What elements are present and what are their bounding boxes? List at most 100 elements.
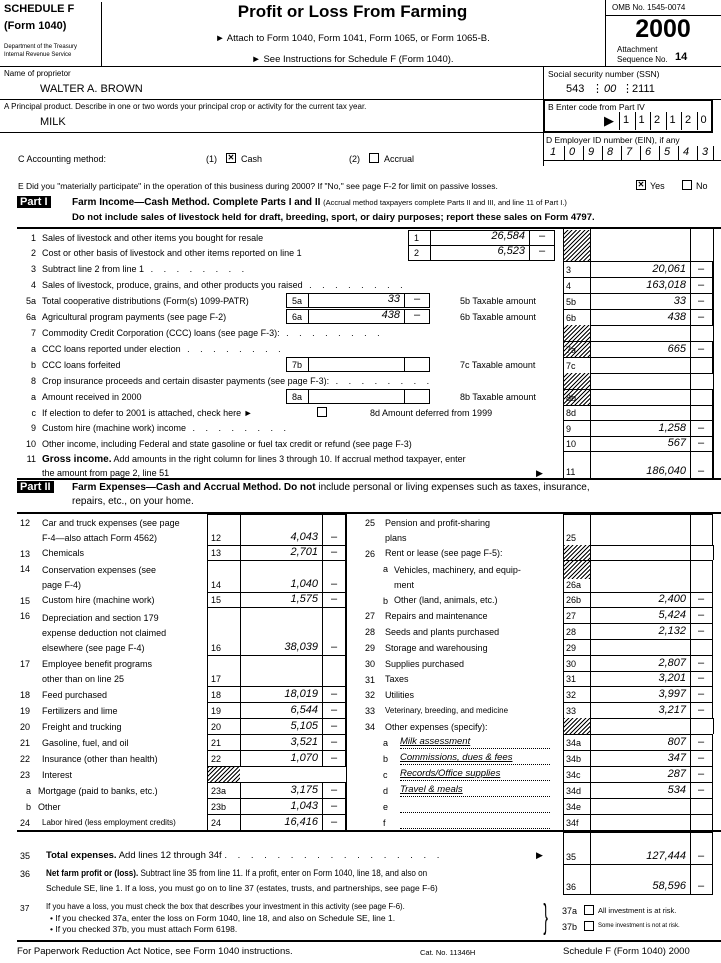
code-digit[interactable]: 2 [685,114,692,126]
amount-field-34d[interactable]: 534 [667,784,686,796]
cents-field[interactable]: – [330,688,338,700]
ein-digit[interactable]: 3 [702,146,709,158]
code-digit[interactable]: 1 [623,114,630,126]
at-risk-some-checkbox[interactable] [584,921,594,931]
cents-field[interactable]: – [697,295,705,307]
code-digit[interactable]: 2 [654,114,661,126]
amount-field-35[interactable]: 127,444 [646,850,686,862]
ssn-part-1[interactable]: 543 [566,83,585,95]
cents-field[interactable]: – [697,850,705,862]
cents-field[interactable]: – [697,343,705,355]
amount-field-21[interactable]: 3,521 [290,736,318,748]
cents-field[interactable]: – [330,752,338,764]
amount-field-32[interactable]: 3,997 [658,688,686,700]
amount-field-26b[interactable]: 2,400 [658,593,686,605]
other-expense-field[interactable] [400,816,550,829]
box-cents-field[interactable]: – [538,230,546,242]
cents-field[interactable]: – [697,593,705,605]
other-expense-field[interactable]: Milk assessment [400,736,550,749]
ein-digit[interactable]: 6 [645,146,652,158]
amount-field-10[interactable]: 567 [667,437,686,449]
amount-field-22[interactable]: 1,070 [290,752,318,764]
amount-field-23a[interactable]: 3,175 [290,784,318,796]
participate-yes-checkbox[interactable]: ✕ [636,180,646,190]
amount-field-6b[interactable]: 438 [667,311,686,323]
amount-field-28[interactable]: 2,132 [658,625,686,637]
amount-field-23b[interactable]: 1,043 [290,800,318,812]
cents-field[interactable]: – [697,263,705,275]
participate-no-checkbox[interactable] [682,180,692,190]
cents-field[interactable]: – [330,800,338,812]
ein-digit[interactable]: 5 [664,146,671,158]
amount-field-16[interactable]: 38,039 [284,641,318,653]
amount-field-11[interactable]: 186,040 [646,465,686,477]
ein-digit[interactable]: 7 [626,146,633,158]
ein-digit[interactable]: 4 [683,146,690,158]
ein-digit[interactable]: 1 [550,146,557,158]
other-expense-field[interactable]: Records/Office supplies [400,768,550,781]
cents-field[interactable]: – [330,641,338,653]
amount-field-12[interactable]: 4,043 [290,531,318,543]
ein-digit[interactable]: 0 [569,146,576,158]
amount-field-3[interactable]: 20,061 [652,263,686,275]
amount-field-33[interactable]: 3,217 [658,704,686,716]
amount-field-34a[interactable]: 807 [667,736,686,748]
cents-field[interactable]: – [330,704,338,716]
cents-field[interactable]: – [697,688,705,700]
box-amount-field[interactable]: 26,584 [491,230,525,242]
code-digit[interactable]: 0 [700,114,707,126]
amount-field-19[interactable]: 6,544 [290,704,318,716]
amount-field-36[interactable]: 58,596 [652,880,686,892]
box-cents-field[interactable]: – [413,293,421,305]
proprietor-name-field[interactable]: WALTER A. BROWN [40,83,143,95]
amount-field-34b[interactable]: 347 [667,752,686,764]
amount-field-24[interactable]: 16,416 [284,816,318,828]
cents-field[interactable]: – [697,752,705,764]
cents-field[interactable]: – [697,609,705,621]
cents-field[interactable]: – [330,816,338,828]
principal-product-field[interactable]: MILK [40,116,66,128]
cents-field[interactable]: – [697,736,705,748]
cents-field[interactable]: – [697,422,705,434]
box-cents-field[interactable]: – [413,309,421,321]
ein-digit[interactable]: 8 [607,146,614,158]
cents-field[interactable]: – [697,625,705,637]
cents-field[interactable]: – [330,720,338,732]
other-expense-field[interactable] [400,800,550,813]
amount-field-31[interactable]: 3,201 [658,672,686,684]
other-expense-field[interactable]: Travel & meals [400,784,550,797]
box-amount-field[interactable]: 33 [387,293,400,305]
amount-field-18[interactable]: 18,019 [284,688,318,700]
amount-field-34c[interactable]: 287 [667,768,686,780]
ssn-part-2[interactable]: 00 [604,83,617,95]
cents-field[interactable]: – [330,546,338,558]
code-digit[interactable]: 1 [669,114,676,126]
cents-field[interactable]: – [697,880,705,892]
cents-field[interactable]: – [330,593,338,605]
cents-field[interactable]: – [330,736,338,748]
at-risk-all-checkbox[interactable] [584,905,594,915]
cash-checkbox[interactable]: ✕ [226,153,236,163]
cents-field[interactable]: – [697,672,705,684]
box-amount-field[interactable]: 6,523 [497,245,525,257]
amount-field-30[interactable]: 2,807 [658,657,686,669]
cents-field[interactable]: – [697,768,705,780]
cents-field[interactable]: – [697,704,705,716]
amount-field-4[interactable]: 163,018 [646,279,686,291]
cents-field[interactable]: – [330,578,338,590]
cents-field[interactable]: – [697,311,705,323]
amount-field-7a[interactable]: 665 [667,343,686,355]
amount-field-5b[interactable]: 33 [673,295,686,307]
cents-field[interactable]: – [330,531,338,543]
ssn-part-3[interactable]: 2111 [632,83,655,95]
box-cents-field[interactable]: – [538,245,546,257]
box-amount-field[interactable]: 438 [381,309,400,321]
cents-field[interactable]: – [697,657,705,669]
amount-field-20[interactable]: 5,105 [290,720,318,732]
amount-field-14[interactable]: 1,040 [290,578,318,590]
amount-field-9[interactable]: 1,258 [658,422,686,434]
amount-field-15[interactable]: 1,575 [290,593,318,605]
defer-election-checkbox[interactable] [317,407,327,417]
cents-field[interactable]: – [697,437,705,449]
amount-field-13[interactable]: 2,701 [290,546,318,558]
